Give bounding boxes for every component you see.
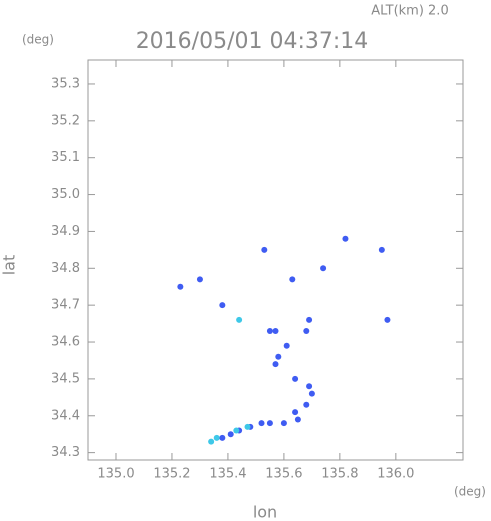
echo-point	[384, 316, 391, 323]
echo-point	[261, 246, 268, 253]
echo-point	[320, 265, 327, 272]
y-tick-label: 34.8	[51, 261, 80, 276]
echo-point	[303, 401, 310, 408]
echo-point	[272, 327, 279, 334]
echo-point	[306, 383, 313, 390]
echo-point	[244, 423, 251, 430]
x-tick-label: 135.2	[153, 467, 190, 482]
plot-frame	[87, 59, 464, 461]
echo-point	[283, 342, 290, 349]
y-tick-label: 35.2	[51, 113, 80, 128]
y-tick-label: 34.7	[51, 298, 80, 313]
echo-point	[306, 316, 313, 323]
echo-point	[208, 438, 215, 445]
echo-point	[292, 409, 299, 416]
y-tick-label: 34.9	[51, 224, 80, 239]
chart-title: 2016/05/01 04:37:14	[136, 29, 369, 54]
echo-point	[289, 276, 296, 283]
echo-point	[275, 353, 282, 360]
x-tick-label: 135.4	[209, 467, 246, 482]
y-tick-label: 34.5	[51, 371, 80, 386]
echo-point	[266, 420, 273, 427]
echo-point	[233, 427, 240, 434]
y-unit: (deg)	[22, 33, 54, 47]
echo-point	[177, 283, 184, 290]
echo-point	[294, 416, 301, 423]
echo-point	[219, 434, 226, 441]
x-tick-label: 135.8	[321, 467, 358, 482]
x-tick-label: 136.0	[377, 467, 414, 482]
echo-point	[213, 434, 220, 441]
echo-point	[236, 316, 243, 323]
echo-point	[272, 361, 279, 368]
echo-point	[266, 327, 273, 334]
x-axis-label: lon	[253, 503, 277, 521]
y-tick-label: 35.3	[51, 76, 80, 91]
y-tick-label: 34.3	[51, 445, 80, 460]
echo-point	[342, 235, 349, 242]
echo-point	[280, 420, 287, 427]
x-tick-label: 135.0	[97, 467, 134, 482]
echo-point	[258, 420, 265, 427]
echo-point	[219, 302, 226, 309]
echo-point	[292, 375, 299, 382]
y-tick-label: 34.4	[51, 408, 80, 423]
x-tick-label: 135.6	[265, 467, 302, 482]
y-tick-label: 35.0	[51, 187, 80, 202]
echo-point	[196, 276, 203, 283]
echo-point	[378, 246, 385, 253]
y-tick-label: 34.6	[51, 335, 80, 350]
echo-point	[227, 431, 234, 438]
echo-point	[303, 327, 310, 334]
x-unit: (deg)	[454, 485, 486, 499]
echo-point	[308, 390, 315, 397]
altitude-label: ALT(km) 2.0	[371, 4, 448, 19]
y-axis-label: lat	[0, 255, 19, 276]
y-tick-label: 35.1	[51, 150, 80, 165]
